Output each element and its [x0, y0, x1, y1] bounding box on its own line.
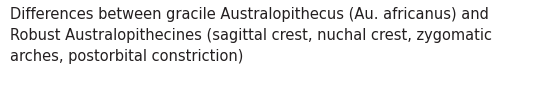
Text: Differences between gracile Australopithecus (Au. africanus) and
Robust Australo: Differences between gracile Australopith…: [10, 7, 492, 64]
